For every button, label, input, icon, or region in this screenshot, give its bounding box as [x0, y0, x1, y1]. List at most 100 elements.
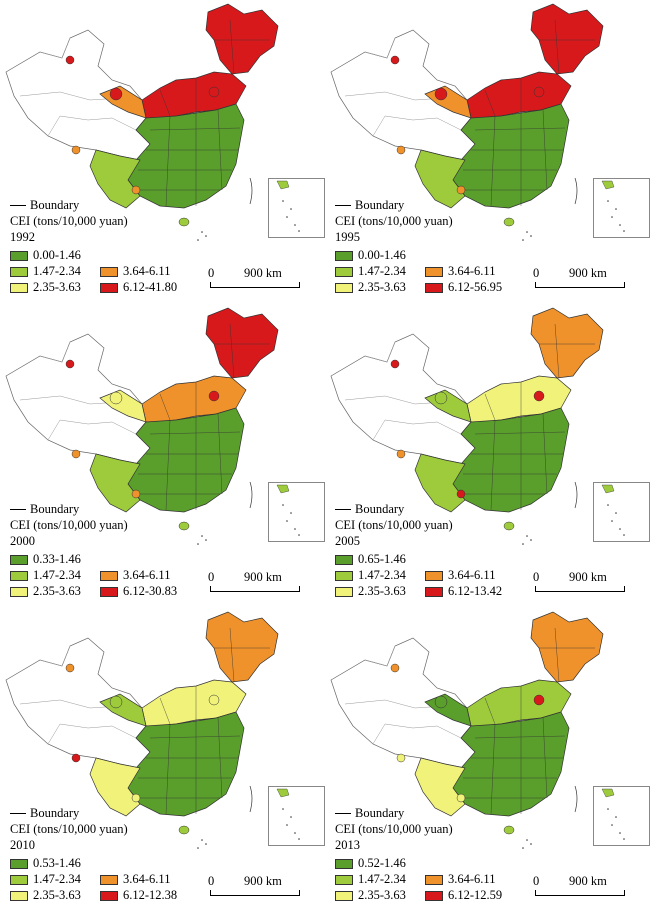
class-label: 2.35-3.63	[358, 280, 406, 294]
northeast-region	[205, 3, 279, 75]
legend-class-3: 2.35-3.63	[335, 280, 406, 295]
class-label: 0.53-1.46	[33, 856, 81, 870]
scale-km: 900 km	[244, 266, 282, 280]
legend-class-2: 1.47-2.34	[10, 872, 81, 887]
scale-bar-line	[210, 890, 300, 896]
class-label: 3.64-6.11	[123, 568, 171, 582]
class-label: 0.52-1.46	[358, 856, 406, 870]
class-label: 6.12-41.80	[123, 280, 178, 294]
class-label: 0.00-1.46	[33, 248, 81, 262]
year-label: 2005	[335, 534, 360, 548]
northeast-region	[205, 307, 279, 379]
swatch-c1	[10, 250, 28, 261]
swatch-c1	[335, 858, 353, 869]
map-panel-1995: Boundary CEI (tons/10,000 yuan) 1995 0.0…	[325, 0, 650, 304]
class-label: 1.47-2.34	[358, 872, 406, 886]
class-label: 3.64-6.11	[123, 264, 171, 278]
class-label: 1.47-2.34	[33, 872, 81, 886]
southwest-region	[89, 757, 141, 817]
swatch-c2	[335, 874, 353, 885]
swatch-c1	[335, 250, 353, 261]
boundary-label: Boundary	[355, 198, 405, 212]
map-panel-2005: Boundary CEI (tons/10,000 yuan) 2005 0.6…	[325, 304, 650, 608]
legend-class-2: 1.47-2.34	[10, 568, 81, 583]
scale-bar-line	[210, 282, 300, 288]
class-label: 1.47-2.34	[358, 264, 406, 278]
class-label: 2.35-3.63	[358, 888, 406, 902]
central-east-region	[127, 711, 245, 817]
china-map	[330, 3, 604, 241]
class-label: 2.35-3.63	[33, 280, 81, 294]
legend-class-1: 0.53-1.46	[10, 856, 81, 871]
china-map	[5, 307, 279, 545]
legend-class-1: 0.52-1.46	[335, 856, 406, 871]
legend-class-5: 6.12-30.83	[100, 584, 177, 599]
class-label: 0.00-1.46	[358, 248, 406, 262]
central-east-region	[452, 407, 570, 513]
swatch-c2	[10, 570, 28, 581]
scale-zero: 0	[208, 570, 215, 584]
scale-bar: 0 900 km	[208, 266, 308, 292]
map-panel-1992: Boundary CEI (tons/10,000 yuan) 1992 0.0…	[0, 0, 325, 304]
legend-class-3: 2.35-3.63	[335, 584, 406, 599]
swatch-c4	[425, 874, 443, 885]
china-map	[330, 611, 604, 849]
central-east-region	[127, 407, 245, 513]
scale-bar: 0 900 km	[533, 570, 633, 596]
northeast-region	[530, 611, 604, 683]
scale-bar: 0 900 km	[208, 874, 308, 900]
northeast-region	[530, 307, 604, 379]
boundary-label: Boundary	[30, 198, 80, 212]
scale-km: 900 km	[569, 874, 607, 888]
scale-bar-line	[210, 586, 300, 592]
swatch-c4	[425, 570, 443, 581]
year-label: 1995	[335, 230, 360, 244]
china-map	[5, 611, 279, 849]
unit-label: CEI (tons/10,000 yuan)	[10, 822, 128, 836]
legend-class-1: 0.65-1.46	[335, 552, 406, 567]
legend-class-2: 1.47-2.34	[335, 264, 406, 279]
central-east-region	[452, 103, 570, 209]
class-label: 6.12-12.38	[123, 888, 178, 902]
year-label: 2010	[10, 838, 35, 852]
south-china-sea-inset	[268, 178, 325, 238]
boundary-legend: Boundary	[10, 198, 79, 213]
boundary-label: Boundary	[30, 806, 80, 820]
legend-class-5: 6.12-12.38	[100, 888, 177, 903]
swatch-c3	[10, 890, 28, 901]
legend-class-3: 2.35-3.63	[10, 584, 81, 599]
boundary-line-icon	[10, 813, 26, 814]
legend-class-5: 6.12-56.95	[425, 280, 502, 295]
year-label: 1992	[10, 230, 35, 244]
legend-class-4: 3.64-6.11	[100, 568, 170, 583]
class-label: 3.64-6.11	[448, 872, 496, 886]
swatch-c3	[10, 586, 28, 597]
class-label: 6.12-12.59	[448, 888, 503, 902]
unit-label: CEI (tons/10,000 yuan)	[335, 822, 453, 836]
scale-zero: 0	[208, 266, 215, 280]
northeast-region	[205, 611, 279, 683]
south-china-sea-inset	[268, 482, 325, 542]
legend-class-1: 0.33-1.46	[10, 552, 81, 567]
class-label: 2.35-3.63	[33, 584, 81, 598]
legend-class-4: 3.64-6.11	[425, 264, 495, 279]
swatch-c5	[100, 282, 118, 293]
legend-class-3: 2.35-3.63	[10, 280, 81, 295]
class-label: 6.12-13.42	[448, 584, 503, 598]
unit-label: CEI (tons/10,000 yuan)	[10, 214, 128, 228]
southwest-region	[89, 149, 141, 209]
swatch-c4	[425, 266, 443, 277]
class-label: 1.47-2.34	[33, 264, 81, 278]
map-panel-2010: Boundary CEI (tons/10,000 yuan) 2010 0.5…	[0, 608, 325, 912]
scale-zero: 0	[208, 874, 215, 888]
southwest-region	[414, 757, 466, 817]
legend-class-5: 6.12-12.59	[425, 888, 502, 903]
scale-zero: 0	[533, 874, 540, 888]
class-label: 6.12-30.83	[123, 584, 178, 598]
swatch-c2	[335, 570, 353, 581]
legend-class-2: 1.47-2.34	[335, 568, 406, 583]
swatch-c3	[335, 586, 353, 597]
northeast-region	[530, 3, 604, 75]
central-east-region	[452, 711, 570, 817]
map-panel-2000: Boundary CEI (tons/10,000 yuan) 2000 0.3…	[0, 304, 325, 608]
